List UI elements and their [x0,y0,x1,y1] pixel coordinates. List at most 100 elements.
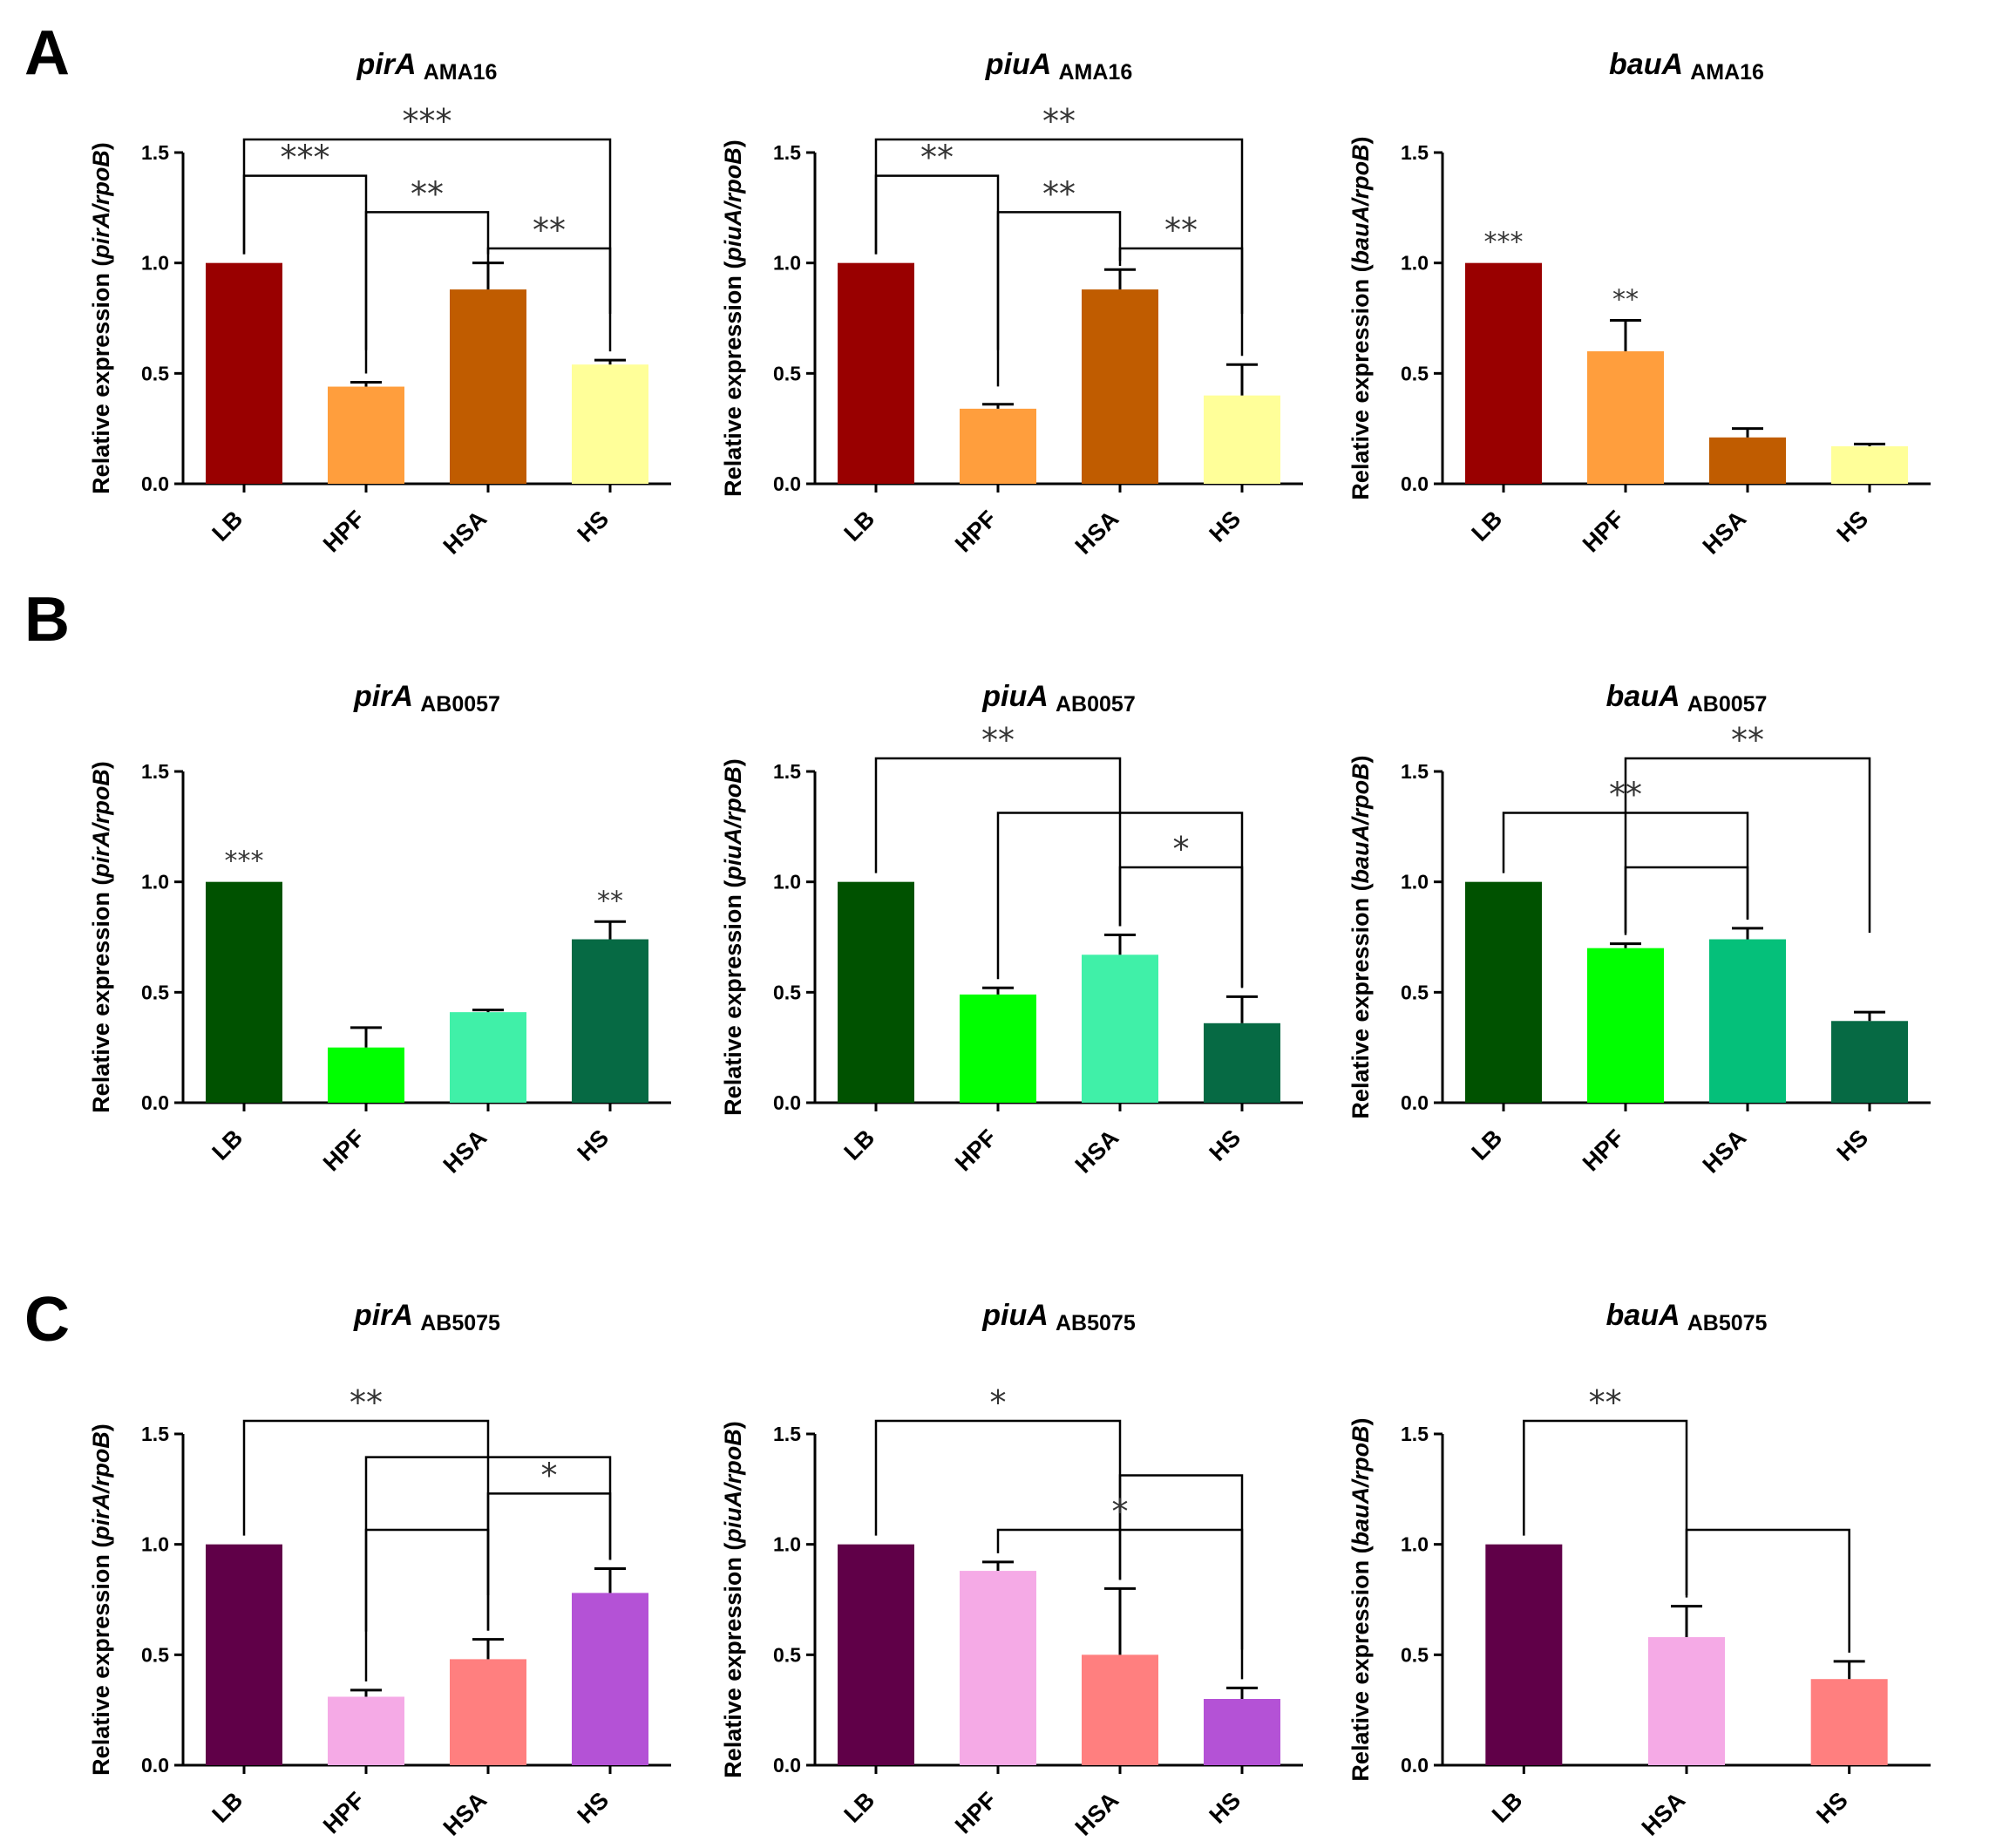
chart-title-gene: pirA [353,1299,420,1332]
significance-label: * [990,1383,1007,1422]
y-axis-label-suffix: ) [88,142,114,150]
y-axis-label: Relative expression (piuA/rpoB) [720,139,746,497]
x-tick-label: LB [839,1124,880,1165]
significance-bracket [1502,812,1749,920]
x-tick-label: HSA [438,1787,492,1841]
significance-label: ** [1609,776,1642,814]
y-tick-label: 1.0 [141,252,169,275]
y-axis-label-prefix: Relative expression ( [88,878,114,1113]
y-tick-label: 0.0 [773,472,801,495]
bar [1648,1637,1725,1765]
chart-6: bauA AB0057 Relative expression (bauA/rpo… [1347,680,1931,1179]
bar [572,1593,648,1765]
y-tick-label: 0.0 [141,1091,169,1114]
x-tick-label: HSA [438,506,492,560]
y-tick-label: 1.5 [1401,1423,1429,1445]
x-tick-label: LB [1467,506,1508,547]
bar [572,939,648,1103]
chart-8: piuA AB5075 Relative expression (piuA/rpo… [720,1299,1303,1841]
significance-bracket [874,757,1122,927]
significance-label: ** [1589,1383,1622,1422]
bar [1082,289,1158,484]
y-tick-label: 0.5 [141,981,169,1003]
x-tick-label: HS [573,1124,614,1166]
significance-label: *** [403,102,452,140]
y-tick-label: 0.5 [141,1643,169,1666]
significance-bracket [996,211,1122,387]
significance-bracket [1118,866,1244,989]
y-tick-label: 0.5 [773,362,801,384]
y-tick-label: 0.5 [141,362,169,384]
y-axis-label: Relative expression (pirA/rpoB) [88,1423,114,1776]
chart-title-gene: bauA [1606,680,1687,713]
x-tick-label: HPF [950,1787,1001,1838]
significance-bracket [486,247,612,352]
chart-title-strain: AMA16 [1690,60,1764,85]
significance-bracket [1118,1474,1244,1650]
bar [838,881,914,1103]
y-tick-label: 0.0 [141,472,169,495]
y-tick-label: 0.5 [1401,362,1429,384]
chart-title: pirA AB0057 [353,680,500,717]
y-tick-label: 1.0 [141,871,169,893]
y-axis-label-gene: pirA/rpoB [88,150,114,260]
y-tick-label: 1.5 [141,1423,169,1445]
x-tick-label: HPF [1578,506,1629,557]
y-axis-label-gene: piuA/rpoB [720,1429,746,1543]
bar [1587,351,1664,484]
x-tick-label: HSA [438,1124,492,1179]
significance-label: ** [1731,721,1764,759]
significance-label: ** [1164,211,1198,249]
bar [572,364,648,484]
y-tick-label: 0.5 [773,1643,801,1666]
bar [328,1047,404,1103]
x-tick-label: HSA [1637,1787,1691,1841]
y-axis-label-gene: bauA/rpoB [1347,1425,1374,1546]
y-axis-label-prefix: Relative expression ( [720,880,746,1116]
significance-mark: *** [225,846,264,877]
x-tick-label: LB [839,1787,880,1828]
y-axis-label-suffix: ) [720,758,746,766]
y-axis-label: Relative expression (bauA/rpoB) [1347,755,1374,1118]
chart-title: pirA AB5075 [353,1299,500,1335]
x-tick-label: HSA [1698,506,1752,560]
y-tick-label: 1.5 [1401,141,1429,164]
y-axis-label-suffix: ) [88,761,114,769]
y-tick-label: 1.0 [141,1533,169,1556]
x-tick-label: HS [573,1787,614,1829]
bar [1465,881,1542,1103]
y-axis-label-suffix: ) [720,1421,746,1429]
chart-title-gene: piuA [981,680,1056,713]
bar [450,1012,526,1103]
y-axis-label-prefix: Relative expression ( [1347,883,1374,1118]
y-tick-label: 1.0 [1401,1533,1429,1556]
significance-bracket [996,1528,1244,1680]
x-tick-label: HS [1205,1787,1246,1829]
y-tick-label: 0.0 [1401,1754,1429,1777]
significance-label: ** [1042,102,1076,140]
bar [1465,262,1542,484]
chart-title-strain: AMA16 [1058,60,1132,85]
y-tick-label: 0.0 [773,1091,801,1114]
y-axis-label-prefix: Relative expression ( [88,259,114,494]
panel-label-a: A [24,18,70,88]
bar [1831,1021,1908,1103]
y-axis-label-prefix: Relative expression ( [88,1540,114,1776]
bar [1485,1544,1563,1765]
chart-title-strain: AMA16 [424,60,498,85]
y-tick-label: 1.0 [773,1533,801,1556]
x-tick-label: HPF [318,506,370,557]
x-tick-label: HS [1205,506,1246,547]
chart-title: bauA AB5075 [1606,1299,1768,1335]
chart-title-strain: AB0057 [1687,692,1768,717]
x-tick-label: HPF [950,1124,1001,1176]
x-tick-label: HS [1832,1124,1874,1166]
bar [206,262,282,484]
y-tick-label: 1.0 [1401,252,1429,275]
y-axis-label-prefix: Relative expression ( [1347,1546,1374,1781]
y-axis-label-prefix: Relative expression ( [1347,264,1374,499]
chart-2: piuA AMA16 Relative expression (piuA/rpoB… [720,48,1303,560]
bar [1810,1679,1888,1765]
chart-title-gene: pirA [353,680,420,713]
